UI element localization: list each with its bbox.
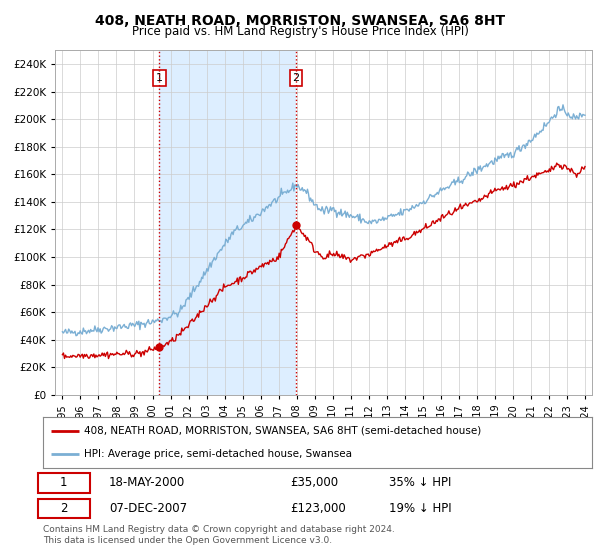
Text: 2: 2 xyxy=(60,502,67,515)
Bar xyxy=(159,50,296,395)
Text: £35,000: £35,000 xyxy=(290,476,338,489)
Text: £123,000: £123,000 xyxy=(290,502,346,515)
Text: 2: 2 xyxy=(292,73,299,83)
Text: 408, NEATH ROAD, MORRISTON, SWANSEA, SA6 8HT: 408, NEATH ROAD, MORRISTON, SWANSEA, SA6… xyxy=(95,14,505,28)
Text: 35% ↓ HPI: 35% ↓ HPI xyxy=(389,476,451,489)
Text: 408, NEATH ROAD, MORRISTON, SWANSEA, SA6 8HT (semi-detached house): 408, NEATH ROAD, MORRISTON, SWANSEA, SA6… xyxy=(85,426,482,436)
Text: 07-DEC-2007: 07-DEC-2007 xyxy=(109,502,187,515)
Text: Price paid vs. HM Land Registry's House Price Index (HPI): Price paid vs. HM Land Registry's House … xyxy=(131,25,469,38)
Text: HPI: Average price, semi-detached house, Swansea: HPI: Average price, semi-detached house,… xyxy=(85,449,352,459)
Text: Contains HM Land Registry data © Crown copyright and database right 2024.
This d: Contains HM Land Registry data © Crown c… xyxy=(43,525,395,545)
Text: 19% ↓ HPI: 19% ↓ HPI xyxy=(389,502,452,515)
FancyBboxPatch shape xyxy=(38,498,90,519)
Text: 18-MAY-2000: 18-MAY-2000 xyxy=(109,476,185,489)
FancyBboxPatch shape xyxy=(38,473,90,493)
Text: 1: 1 xyxy=(156,73,163,83)
Text: 1: 1 xyxy=(60,476,67,489)
